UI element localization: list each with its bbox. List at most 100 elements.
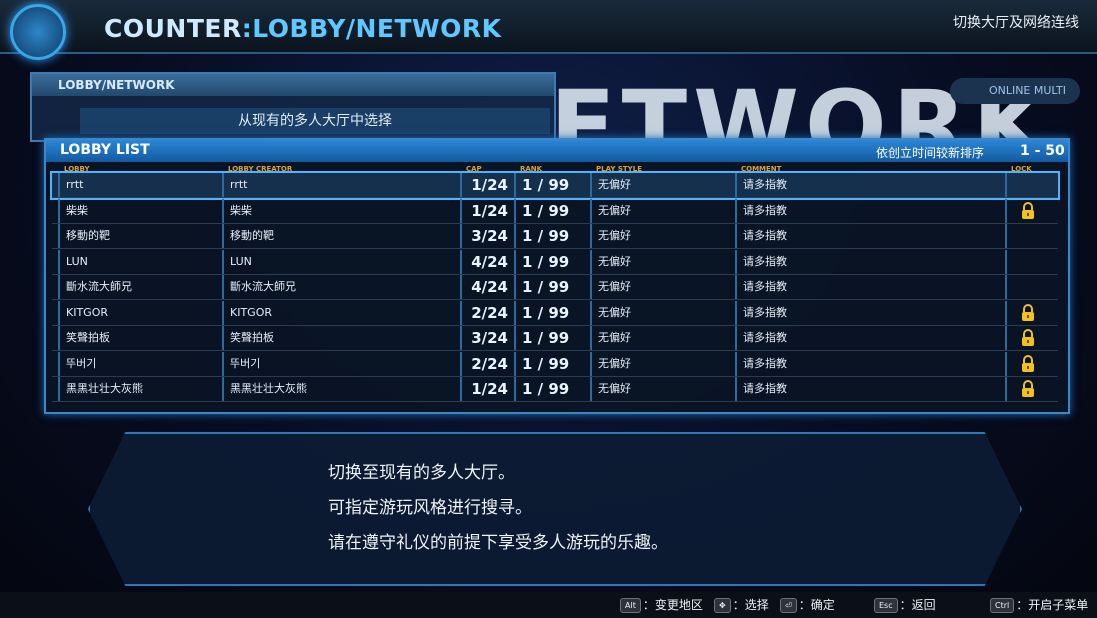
cell-creator: KITGOR: [222, 300, 460, 325]
column-header: CAP: [466, 165, 482, 173]
online-badge: ONLINE MULTI: [950, 78, 1080, 104]
list-title: LOBBY LIST: [60, 142, 150, 158]
column-header: PLAY STYLE: [596, 165, 642, 173]
key-icon: Alt: [620, 598, 641, 613]
column-header: RANK: [520, 165, 543, 173]
cell-style: 无偏好: [590, 198, 735, 223]
cell-lobby: 移動的靶: [58, 224, 222, 248]
cell-comment: 请多指教: [735, 300, 1005, 325]
lobby-row[interactable]: 黑黑壮壮大灰熊 黑黑壮壮大灰熊 1/24 1 / 99 无偏好 请多指教: [52, 377, 1058, 402]
cell-lobby: 뚜버기: [58, 351, 222, 376]
control-hint[interactable]: ✥ ：选择: [714, 596, 769, 613]
description-line: 可指定游玩风格进行搜寻。: [328, 498, 532, 518]
control-label: ：变更地区: [642, 598, 703, 612]
lock-cell: [1005, 326, 1052, 350]
lock-icon: [1022, 354, 1034, 372]
menu-panel: LOBBY/NETWORK 从现有的多人大厅中选择: [30, 72, 556, 142]
column-header: LOCK: [1011, 165, 1032, 173]
lock-icon: [1022, 303, 1034, 321]
cell-style: 无偏好: [590, 173, 735, 197]
cell-comment: 请多指教: [735, 173, 1005, 197]
list-header: LOBBY LIST 依创立时间较新排序 1 - 50: [46, 140, 1068, 162]
key-icon: Ctrl: [990, 598, 1015, 613]
lock-cell: [1005, 300, 1052, 325]
cell-style: 无偏好: [590, 377, 735, 401]
range-label: 1 - 50: [1020, 143, 1065, 159]
cell-rank: 1 / 99: [514, 224, 590, 248]
lobby-row[interactable]: 移動的靶 移動的靶 3/24 1 / 99 无偏好 请多指教: [52, 224, 1058, 249]
cell-rank: 1 / 99: [514, 351, 590, 376]
cell-rank: 1 / 99: [514, 275, 590, 299]
cell-creator: 柴柴: [222, 198, 460, 223]
header-hint: 切换大厅及网络连线: [953, 15, 1079, 31]
cell-lobby: 斷水流大師兄: [58, 275, 222, 299]
lobby-row[interactable]: 뚜버기 뚜버기 2/24 1 / 99 无偏好 请多指教: [52, 351, 1058, 377]
cell-style: 无偏好: [590, 351, 735, 376]
cell-creator: 黑黑壮壮大灰熊: [222, 377, 460, 401]
cell-rank: 1 / 99: [514, 173, 590, 197]
control-hint[interactable]: Ctrl ：开启子菜单: [990, 596, 1088, 613]
cell-style: 无偏好: [590, 249, 735, 274]
cell-rank: 1 / 99: [514, 198, 590, 223]
cell-lobby: 笑聲拍板: [58, 326, 222, 350]
cell-style: 无偏好: [590, 300, 735, 325]
lock-cell: [1005, 173, 1052, 197]
cell-cap: 1/24: [460, 377, 514, 401]
lock-cell: [1005, 377, 1052, 401]
sort-label[interactable]: 依创立时间较新排序: [876, 146, 985, 160]
lock-icon: [1022, 329, 1034, 346]
description-line: 切换至现有的多人大厅。: [328, 463, 515, 483]
lock-cell: [1005, 224, 1052, 248]
cell-comment: 请多指教: [735, 275, 1005, 299]
cell-cap: 3/24: [460, 224, 514, 248]
cell-rank: 1 / 99: [514, 326, 590, 350]
screen-title: COUNTER:LOBBY/NETWORK: [104, 14, 502, 43]
cell-lobby: 柴柴: [58, 198, 222, 223]
cell-cap: 4/24: [460, 249, 514, 274]
cell-comment: 请多指教: [735, 351, 1005, 376]
cell-cap: 1/24: [460, 198, 514, 223]
control-label: ：选择: [732, 598, 769, 612]
control-hint[interactable]: ⏎ ：确定: [780, 596, 835, 613]
cell-lobby: LUN: [58, 249, 222, 274]
lobby-row[interactable]: LUN LUN 4/24 1 / 99 无偏好 请多指教: [52, 249, 1058, 275]
lock-icon: [1022, 380, 1034, 397]
menu-option[interactable]: 从现有的多人大厅中选择: [80, 108, 550, 134]
title-main: :LOBBY/NETWORK: [241, 14, 502, 43]
control-label: ：返回: [899, 598, 936, 612]
description-box: [88, 432, 1022, 586]
cell-creator: 斷水流大師兄: [222, 275, 460, 299]
lobby-row[interactable]: 笑聲拍板 笑聲拍板 3/24 1 / 99 无偏好 请多指教: [52, 326, 1058, 351]
cell-rank: 1 / 99: [514, 377, 590, 401]
lobby-row[interactable]: 斷水流大師兄 斷水流大師兄 4/24 1 / 99 无偏好 请多指教: [52, 275, 1058, 300]
control-hint[interactable]: Alt ：变更地区: [620, 596, 703, 613]
lock-icon: [1022, 201, 1034, 219]
control-label: ：开启子菜单: [1016, 598, 1089, 612]
cell-lobby: rrtt: [58, 173, 222, 197]
lobby-row[interactable]: KITGOR KITGOR 2/24 1 / 99 无偏好 请多指教: [52, 300, 1058, 326]
title-prefix: COUNTER: [104, 14, 242, 43]
cell-comment: 请多指教: [735, 249, 1005, 274]
cell-creator: 뚜버기: [222, 351, 460, 376]
lobby-row[interactable]: rrtt rrtt 1/24 1 / 99 无偏好 请多指教: [50, 171, 1060, 200]
lobby-list: LOBBY LIST 依创立时间较新排序 1 - 50 LOBBY LOBBY C…: [44, 138, 1070, 414]
key-icon: ⏎: [780, 598, 797, 613]
control-hint[interactable]: Esc ：返回: [874, 596, 936, 613]
cell-style: 无偏好: [590, 275, 735, 299]
key-icon: ✥: [714, 598, 731, 613]
cell-rank: 1 / 99: [514, 300, 590, 325]
footer: Alt ：变更地区 ✥ ：选择 ⏎ ：确定 Esc ：返回 Ctrl ：开启子菜单: [0, 592, 1097, 618]
lock-cell: [1005, 351, 1052, 376]
cell-lobby: KITGOR: [58, 300, 222, 325]
cell-style: 无偏好: [590, 224, 735, 248]
cell-cap: 2/24: [460, 300, 514, 325]
cell-creator: LUN: [222, 249, 460, 274]
cell-comment: 请多指教: [735, 224, 1005, 248]
lobby-row[interactable]: 柴柴 柴柴 1/24 1 / 99 无偏好 请多指教: [52, 198, 1058, 224]
column-header: LOBBY CREATOR: [228, 165, 293, 173]
lock-cell: [1005, 275, 1052, 299]
column-header: COMMENT: [741, 165, 782, 173]
cell-rank: 1 / 99: [514, 249, 590, 274]
